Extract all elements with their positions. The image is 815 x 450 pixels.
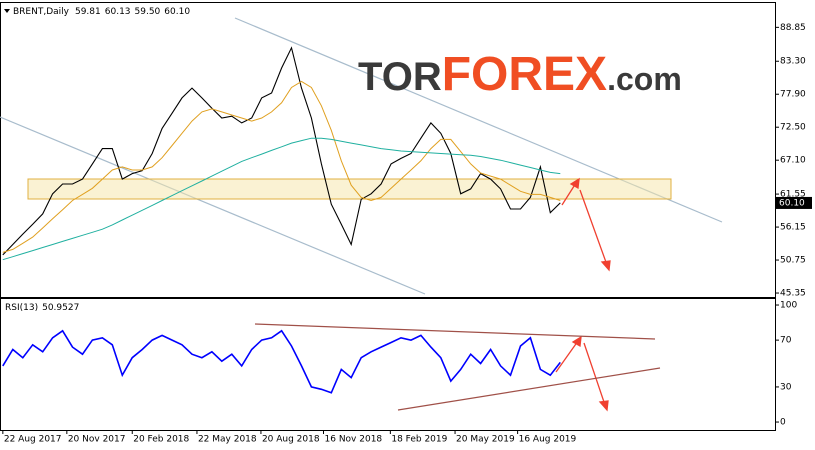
rsi-trend-line [254,323,656,340]
x-tick-label: 22 May 2018 [198,435,257,445]
y-tick-label: 70 [780,336,792,346]
indicator-value: 50.9527 [42,303,79,313]
ohlc-value: 60.10 [164,7,190,17]
moving-average [2,137,561,261]
rsi-panel [0,298,776,431]
y-tick-label: 72.50 [780,123,806,133]
series-line [2,46,561,256]
forecast-arrows [555,177,611,412]
y-tick-label: 50.75 [780,256,806,266]
y-tick-label: 61.55 [780,190,806,200]
series-line [2,329,561,394]
x-tick-label: 18 Feb 2019 [391,435,447,445]
rsi-trend-line [397,367,661,411]
channel-line [0,116,426,295]
ohlc-value: 60.13 [105,7,131,17]
y-tick-label: 100 [780,301,797,311]
x-tick-label: 16 Nov 2018 [325,435,383,445]
ohlc-value: 59.50 [135,7,161,17]
y-tick-label: 56.15 [780,223,806,233]
y-tick-label: 0 [780,418,786,428]
symbol: BRENT,Daily [13,7,70,17]
resistance-zone [27,178,672,200]
x-tick-label: 20 Nov 2017 [68,435,126,445]
y-tick-label: 30 [780,382,792,392]
y-tick-label: 83.30 [780,57,806,67]
x-tick-label: 20 May 2019 [456,435,515,445]
y-tick-label: 67.10 [780,156,806,166]
x-tick-label: 20 Feb 2018 [133,435,189,445]
logo-forex: FOREX [442,48,607,101]
y-tick-label: 45.35 [780,289,806,299]
price-header: BRENT,Daily 59.81 60.13 59.50 60.10 [13,7,190,17]
price-panel [0,2,776,298]
header-icon [4,9,10,13]
indicator-name: RSI(13) [5,303,38,313]
moving-average [2,80,561,253]
logo: TORFOREX.com [358,48,682,101]
x-tick-label: 16 Aug 2019 [519,435,577,445]
last-price-box [776,196,812,209]
y-tick-label: 77.90 [780,90,806,100]
logo-tor: TOR [358,55,442,99]
x-tick-label: 22 Aug 2017 [4,435,62,445]
y-tick-label: 88.85 [780,23,806,33]
rsi-header: RSI(13) 50.9527 [5,303,79,313]
ohlc-value: 59.81 [75,7,101,17]
last-price-label: 60.10 [779,198,805,208]
x-tick-label: 20 Aug 2018 [262,435,320,445]
logo-com: .com [607,61,682,97]
